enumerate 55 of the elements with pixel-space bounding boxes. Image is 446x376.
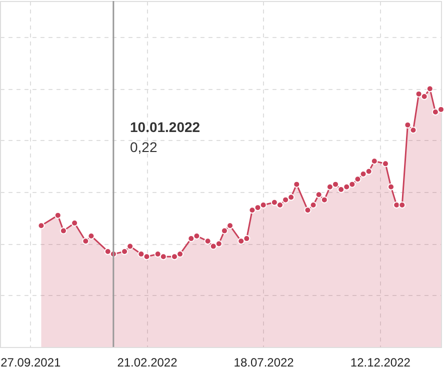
point (238, 238, 245, 245)
point (248, 206, 256, 214)
point (343, 183, 350, 190)
point (320, 196, 328, 204)
point (393, 201, 400, 208)
point (348, 180, 356, 188)
annotation: 10.01.2022 (130, 119, 200, 135)
point (332, 180, 340, 188)
point (382, 160, 389, 168)
point (220, 227, 228, 234)
point (82, 238, 90, 245)
annotation: 0,22 (130, 139, 158, 155)
point (370, 158, 378, 165)
point (432, 108, 439, 116)
x-tick-label: 21.02.2022 (117, 356, 178, 370)
point (282, 196, 290, 204)
x-tick-label: 18.07.2022 (234, 356, 294, 370)
point (270, 198, 278, 206)
point (126, 242, 134, 250)
point (304, 206, 312, 214)
point (426, 85, 434, 92)
point (160, 253, 167, 260)
point (260, 201, 267, 208)
point (288, 194, 295, 201)
point (365, 168, 372, 175)
point (360, 170, 367, 178)
point (315, 191, 322, 198)
point (276, 201, 284, 208)
point (243, 235, 250, 242)
point (121, 248, 128, 255)
point (293, 180, 300, 188)
point (188, 235, 195, 242)
point (326, 183, 334, 190)
point (420, 93, 428, 100)
point (143, 253, 150, 260)
point (176, 250, 184, 258)
point (170, 253, 178, 260)
x-tick-label: 27.09.2021 (0, 356, 61, 370)
point (215, 240, 222, 248)
point (254, 204, 262, 212)
point (398, 201, 406, 208)
point (38, 222, 45, 230)
point (138, 250, 145, 258)
x-tick-label: 12.12.2022 (350, 356, 411, 370)
point (154, 250, 162, 258)
point (438, 106, 444, 113)
point (210, 242, 217, 250)
point (354, 176, 362, 183)
point (54, 212, 62, 219)
point (310, 201, 317, 208)
point (104, 248, 112, 255)
point (410, 126, 417, 134)
point (60, 227, 67, 234)
point (338, 186, 345, 193)
point (204, 238, 212, 245)
